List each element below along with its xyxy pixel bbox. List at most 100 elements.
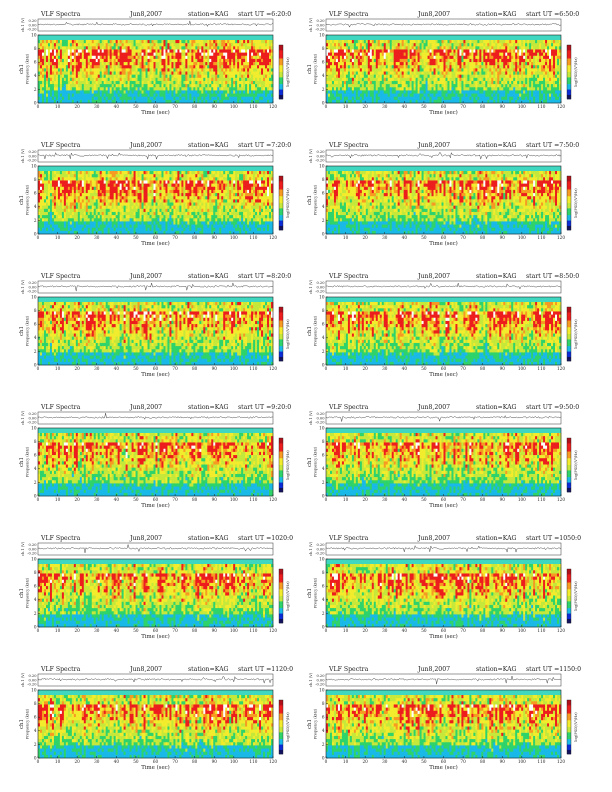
psd-cell — [102, 53, 104, 56]
y-tick-label: 6 — [34, 60, 37, 65]
psd-cell — [414, 97, 416, 100]
psd-cell — [150, 94, 152, 97]
psd-cell — [247, 53, 249, 56]
psd-cell — [408, 46, 410, 49]
psd-cell — [233, 75, 235, 78]
psd-cell — [38, 43, 40, 46]
psd-cell — [368, 43, 370, 46]
psd-cell — [171, 65, 173, 68]
y-tick-label: 8 — [34, 46, 37, 51]
psd-cell — [54, 53, 56, 56]
psd-cell — [167, 81, 169, 84]
psd-cell — [102, 43, 104, 46]
psd-cell — [428, 59, 430, 62]
psd-cell — [154, 46, 156, 49]
psd-cell — [400, 94, 402, 97]
psd-cell — [245, 43, 247, 46]
psd-cell — [56, 87, 58, 90]
psd-cell — [535, 72, 537, 75]
psd-cell — [471, 68, 473, 71]
psd-cell — [445, 94, 447, 97]
psd-cell — [422, 87, 424, 90]
psd-cell — [142, 59, 144, 62]
psd-cell — [227, 59, 229, 62]
psd-cell — [372, 59, 374, 62]
psd-cell — [471, 59, 473, 62]
psd-cell — [90, 87, 92, 90]
psd-cell — [334, 97, 336, 100]
psd-cell — [402, 65, 404, 68]
psd-cell — [451, 65, 453, 68]
psd-cell — [326, 62, 328, 65]
psd-cell — [122, 43, 124, 46]
psd-cell — [515, 81, 517, 84]
psd-cell — [52, 94, 54, 97]
psd-cell — [181, 75, 183, 78]
psd-cell — [132, 78, 134, 81]
psd-cell — [207, 75, 209, 78]
psd-cell — [195, 87, 197, 90]
psd-cell — [40, 87, 42, 90]
psd-cell — [416, 46, 418, 49]
psd-cell — [436, 84, 438, 87]
psd-cell — [332, 84, 334, 87]
psd-cell — [193, 84, 195, 87]
psd-cell — [229, 94, 231, 97]
psd-cell — [430, 43, 432, 46]
psd-cell — [342, 59, 344, 62]
psd-cell — [165, 46, 167, 49]
psd-cell — [545, 75, 547, 78]
psd-cell — [398, 75, 400, 78]
psd-cell — [332, 43, 334, 46]
psd-cell — [181, 53, 183, 56]
psd-cell — [203, 84, 205, 87]
psd-cell — [191, 72, 193, 75]
psd-cell — [332, 75, 334, 78]
psd-cell — [428, 56, 430, 59]
psd-cell — [122, 40, 124, 43]
psd-cell — [461, 72, 463, 75]
psd-cell — [461, 87, 463, 90]
psd-cell — [201, 40, 203, 43]
psd-cell — [205, 90, 207, 93]
psd-cell — [167, 53, 169, 56]
psd-cell — [487, 81, 489, 84]
psd-cell — [483, 49, 485, 52]
psd-cell — [142, 94, 144, 97]
psd-cell — [46, 72, 48, 75]
psd-cell — [348, 46, 350, 49]
psd-cell — [68, 68, 70, 71]
psd-cell — [257, 87, 259, 90]
psd-cell — [366, 84, 368, 87]
psd-cell — [396, 68, 398, 71]
psd-cell — [465, 84, 467, 87]
psd-cell — [545, 43, 547, 46]
psd-cell — [370, 78, 372, 81]
psd-cell — [475, 75, 477, 78]
psd-cell — [459, 49, 461, 52]
psd-cell — [90, 40, 92, 43]
psd-cell — [388, 53, 390, 56]
psd-cell — [392, 46, 394, 49]
psd-cell — [205, 65, 207, 68]
psd-cell — [551, 87, 553, 90]
x-tick-label: 80 — [480, 104, 486, 109]
psd-cell — [189, 49, 191, 52]
psd-cell — [38, 225, 40, 228]
psd-cell — [442, 46, 444, 49]
psd-cell — [511, 94, 513, 97]
psd-cell — [495, 46, 497, 49]
psd-cell — [499, 81, 501, 84]
psd-cell — [257, 56, 259, 59]
psd-cell — [126, 87, 128, 90]
psd-cell — [461, 65, 463, 68]
psd-cell — [48, 72, 50, 75]
psd-cell — [193, 75, 195, 78]
psd-cell — [491, 94, 493, 97]
psd-cell — [94, 87, 96, 90]
psd-cell — [189, 87, 191, 90]
psd-cell — [527, 94, 529, 97]
psd-cell — [171, 75, 173, 78]
psd-cell — [475, 40, 477, 43]
psd-cell — [106, 68, 108, 71]
